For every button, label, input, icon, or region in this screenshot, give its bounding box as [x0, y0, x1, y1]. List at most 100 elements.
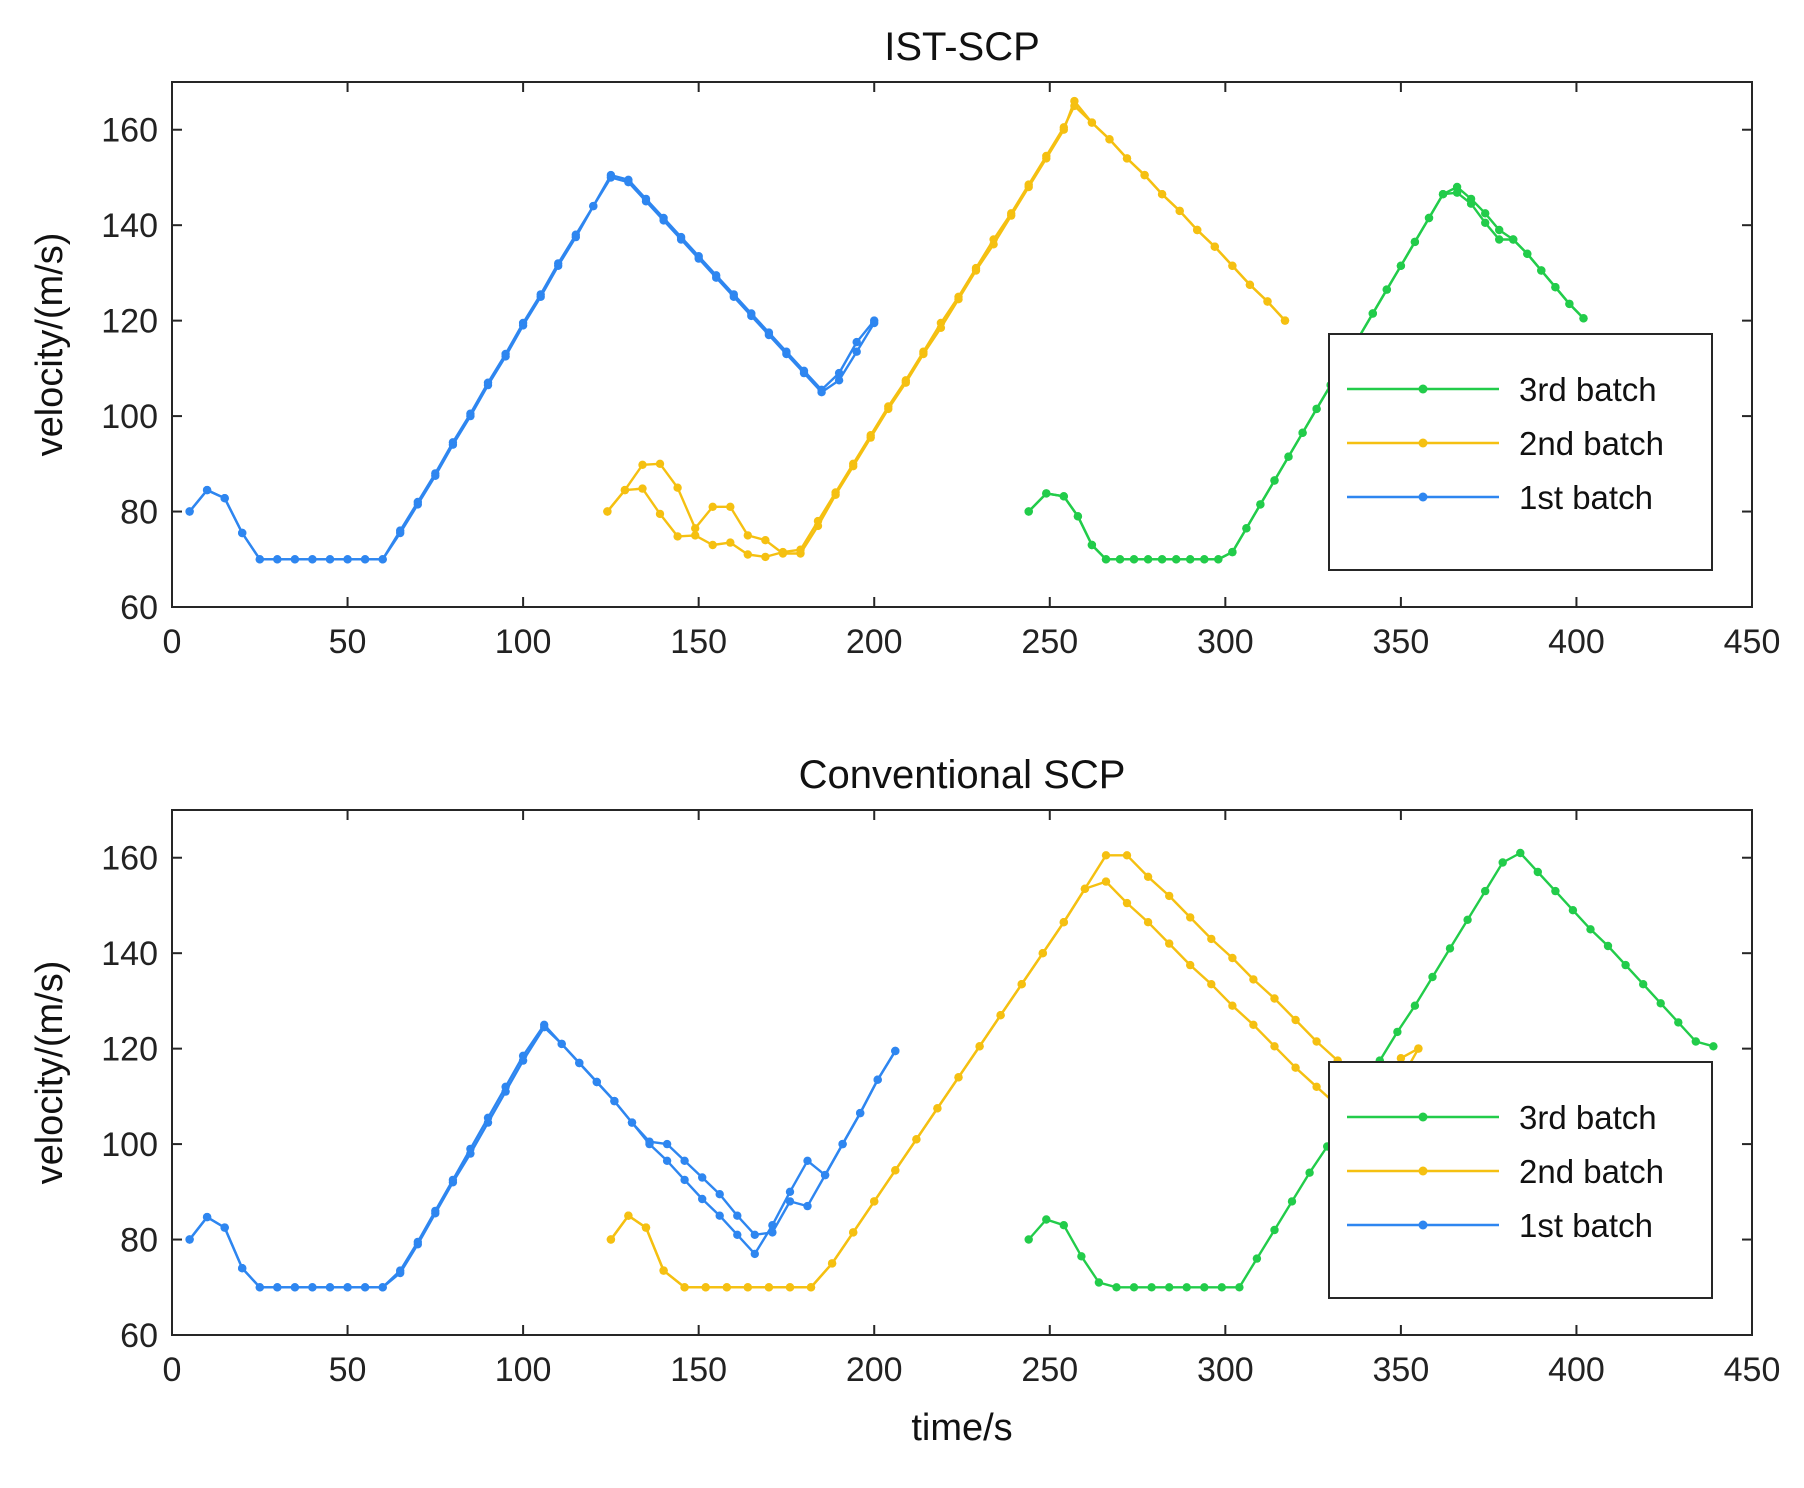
data-point — [1186, 960, 1195, 970]
data-point — [202, 485, 212, 495]
data-point — [1070, 96, 1079, 106]
x-tick-label: 50 — [329, 623, 367, 661]
data-point — [1424, 213, 1434, 223]
legend-label: 1st batch — [1519, 1207, 1653, 1244]
data-point — [659, 1266, 668, 1275]
data-point — [1080, 884, 1090, 893]
data-point — [202, 1212, 212, 1222]
data-point — [856, 1108, 865, 1118]
data-point — [1147, 1283, 1156, 1292]
data-point — [936, 323, 946, 332]
y-tick-label: 100 — [101, 398, 158, 436]
data-point — [1200, 555, 1209, 564]
legend-marker — [1418, 492, 1428, 502]
data-point — [1186, 913, 1195, 922]
data-point — [870, 1197, 879, 1206]
data-point — [1165, 1283, 1174, 1292]
data-point — [1157, 555, 1167, 564]
data-point — [806, 1283, 816, 1292]
data-point — [919, 349, 928, 359]
data-point — [255, 555, 264, 564]
data-point — [1042, 1215, 1051, 1224]
data-point — [708, 502, 717, 511]
data-point — [1207, 980, 1216, 989]
x-tick-label: 400 — [1548, 623, 1605, 661]
axes-box — [171, 809, 1753, 1336]
data-point — [1101, 851, 1111, 860]
data-point — [729, 290, 738, 299]
series-2nd-batch — [606, 851, 1423, 1292]
data-point — [603, 507, 612, 516]
data-point — [1245, 280, 1255, 289]
data-point — [1122, 154, 1132, 163]
data-point — [796, 549, 805, 558]
data-point — [1291, 1063, 1300, 1072]
data-point — [1143, 918, 1153, 927]
data-point — [975, 1042, 984, 1051]
data-point — [891, 1166, 900, 1175]
legend-label: 3rd batch — [1519, 371, 1657, 408]
data-point — [852, 347, 861, 356]
x-tick-label: 250 — [1021, 1351, 1078, 1389]
series-2nd-batch — [603, 96, 1290, 562]
data-point — [743, 550, 752, 559]
y-tick-label: 160 — [101, 112, 158, 150]
data-point — [884, 404, 893, 414]
data-point — [1709, 1042, 1718, 1051]
data-point — [1312, 1037, 1321, 1046]
data-point — [698, 1173, 707, 1182]
data-point — [1129, 1283, 1139, 1292]
data-point — [1122, 898, 1132, 908]
data-point — [641, 1223, 651, 1232]
data-point — [680, 1175, 689, 1185]
x-tick-label: 100 — [495, 1351, 552, 1389]
data-point — [1579, 314, 1588, 323]
data-point — [1312, 1082, 1321, 1092]
data-point — [849, 462, 858, 471]
data-point — [1228, 547, 1237, 557]
y-tick-label: 60 — [120, 589, 158, 627]
data-point — [1228, 953, 1237, 963]
data-point — [782, 347, 791, 356]
data-point — [933, 1104, 942, 1113]
data-point — [1101, 877, 1111, 886]
data-point — [659, 213, 668, 223]
data-point — [360, 555, 370, 564]
x-tick-label: 150 — [670, 1351, 727, 1389]
data-point — [838, 1139, 847, 1149]
data-point — [912, 1135, 921, 1144]
data-point — [466, 409, 475, 418]
data-point — [1200, 1283, 1209, 1292]
x-tick-label: 0 — [163, 623, 182, 661]
data-point — [866, 433, 875, 442]
data-point — [589, 201, 598, 211]
data-point — [1182, 1283, 1191, 1292]
data-point — [680, 1156, 689, 1166]
data-point — [1463, 915, 1472, 924]
x-tick-label: 450 — [1724, 623, 1781, 661]
data-point — [901, 378, 910, 387]
data-point — [1129, 555, 1139, 564]
data-point — [185, 507, 194, 516]
x-tick-label: 200 — [846, 1351, 903, 1389]
data-point — [1256, 500, 1265, 509]
y-tick-label: 160 — [101, 840, 158, 878]
data-point — [627, 1118, 637, 1127]
legend-marker — [1418, 1166, 1428, 1176]
series-line — [1027, 191, 1585, 561]
data-point — [396, 1266, 405, 1275]
data-point — [954, 1073, 963, 1082]
y-tick-label: 120 — [101, 1031, 158, 1069]
data-point — [571, 230, 580, 239]
data-point — [1509, 235, 1518, 244]
data-point — [1516, 848, 1525, 858]
data-point — [820, 1170, 830, 1180]
data-point — [1059, 125, 1069, 134]
data-point — [834, 368, 844, 378]
data-point — [971, 266, 981, 275]
data-point — [799, 366, 809, 375]
data-point — [1691, 1037, 1701, 1046]
data-point — [655, 459, 665, 468]
data-point — [1042, 154, 1051, 163]
data-point — [1235, 1283, 1244, 1292]
